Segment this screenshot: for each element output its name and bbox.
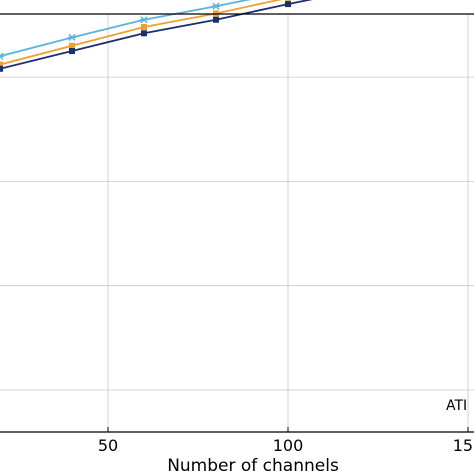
x-tick-label: 100 [273,436,304,455]
data-point [140,16,148,24]
data-point [0,65,3,72]
data-point [141,24,147,31]
data-point [69,48,75,55]
data-point [213,16,219,23]
series-2 [0,0,252,60]
data-point [141,30,147,37]
legend-entry-label: ATI [446,398,467,414]
data-point [69,42,75,49]
x-axis-label: Number of channels [167,456,339,474]
data-point [285,0,291,1]
tick-labels: 50 100 150 [98,436,474,455]
x-tick-label: 50 [98,436,118,455]
data-point [0,61,3,68]
grid [0,14,474,432]
axes [0,13,474,433]
data-point [212,2,220,10]
data-point [68,33,76,41]
data-point [0,52,4,60]
x-tick-label: 150 [453,436,474,455]
data-point [285,1,291,8]
series-4 [0,0,313,72]
